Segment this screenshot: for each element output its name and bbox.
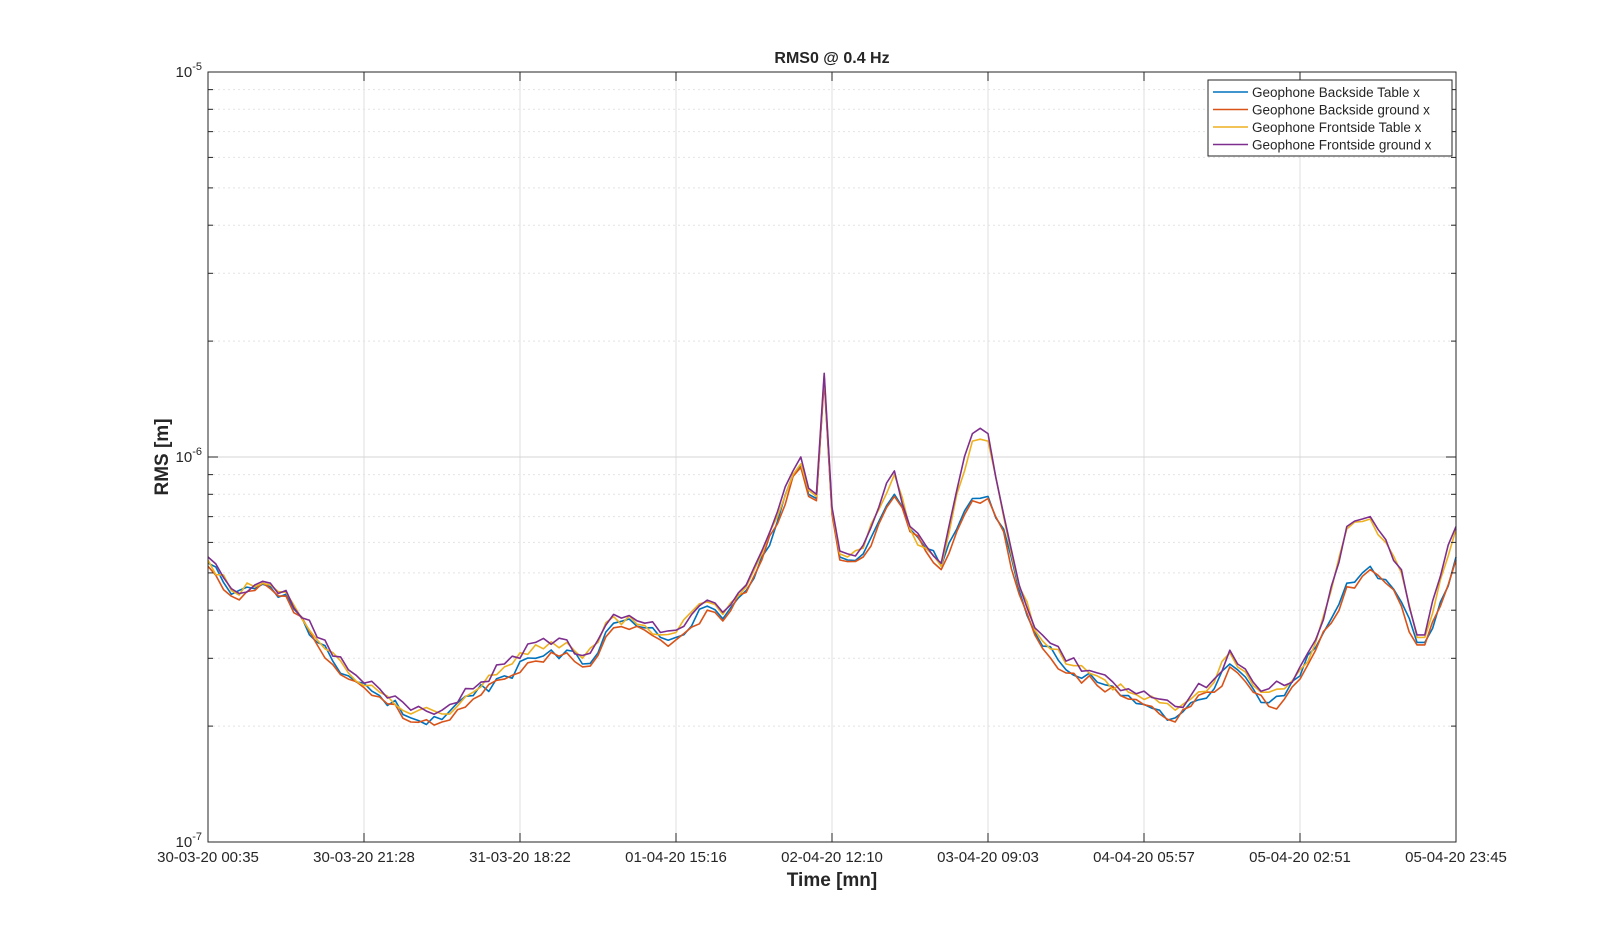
series-layer <box>207 372 1457 726</box>
y-tick-label: 10-7 <box>176 831 202 851</box>
legend-box <box>1207 79 1453 157</box>
y-tick-label: 10-5 <box>176 61 202 81</box>
x-tick-label: 01-04-20 15:16 <box>625 849 727 866</box>
x-tick-label: 05-04-20 23:45 <box>1405 849 1507 866</box>
grid-layer <box>208 72 1456 842</box>
tick-layer: 30-03-20 00:35 30-03-20 21:28 31-03-20 18:… <box>157 61 1507 866</box>
legend-label: Geophone Frontside ground x <box>1252 138 1432 153</box>
x-tick-label: 30-03-20 21:28 <box>313 849 415 866</box>
y-axis-title: RMS [m] <box>152 418 173 495</box>
series-line <box>207 372 1457 716</box>
legend: Geophone Backside Table x Geophone Backsi… <box>1207 79 1453 157</box>
y-tick-label: 10-6 <box>176 446 202 466</box>
x-tick-label: 30-03-20 00:35 <box>157 849 259 866</box>
legend-label: Geophone Backside ground x <box>1252 103 1430 118</box>
legend-label: Geophone Frontside Table x <box>1252 120 1422 135</box>
x-tick-label: 02-04-20 12:10 <box>781 849 883 866</box>
x-tick-label: 31-03-20 18:22 <box>469 849 571 866</box>
legend-label: Geophone Backside Table x <box>1252 85 1420 100</box>
x-tick-label: 03-04-20 09:03 <box>937 849 1039 866</box>
series-line <box>207 379 1457 726</box>
x-tick-label: 04-04-20 05:57 <box>1093 849 1195 866</box>
x-axis-title: Time [mn] <box>787 870 877 891</box>
chart-title: RMS0 @ 0.4 Hz <box>774 50 889 67</box>
x-tick-label: 05-04-20 02:51 <box>1249 849 1351 866</box>
